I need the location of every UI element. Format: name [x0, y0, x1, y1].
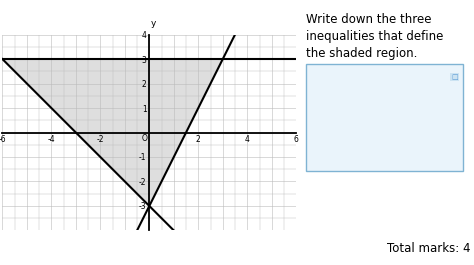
Text: Total marks: 4: Total marks: 4	[387, 242, 471, 255]
Text: O: O	[142, 134, 148, 143]
Text: y: y	[151, 19, 156, 28]
FancyBboxPatch shape	[306, 64, 464, 171]
Text: □: □	[451, 74, 458, 80]
Text: Write down the three
inequalities that define
the shaded region.: Write down the three inequalities that d…	[306, 13, 443, 60]
Polygon shape	[2, 59, 223, 206]
Text: x: x	[306, 125, 311, 134]
